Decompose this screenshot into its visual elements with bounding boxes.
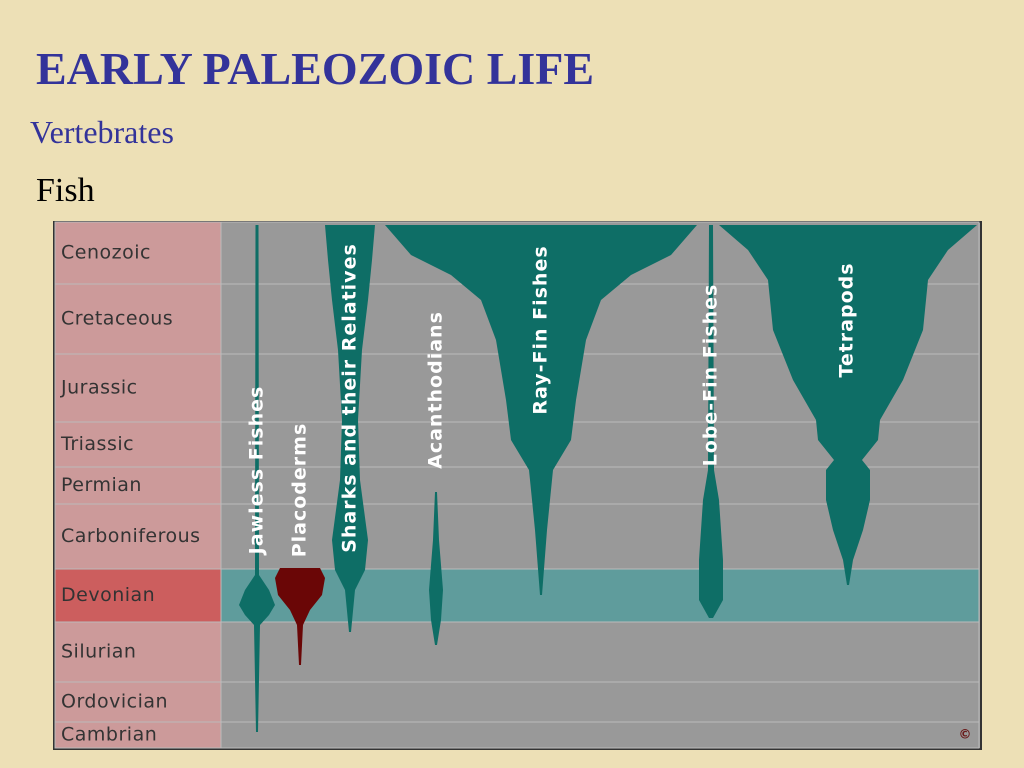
group-label: Sharks and their Relatives (339, 243, 361, 553)
period-label: Permian (61, 474, 142, 496)
copyright: © (959, 728, 972, 743)
period-band (220, 621, 980, 683)
group-label: Tetrapods (836, 262, 858, 377)
group-label: Placoderms (289, 423, 311, 558)
period-band (220, 568, 980, 623)
spindle (385, 225, 697, 595)
period-cell (54, 621, 222, 683)
spindle (429, 492, 443, 645)
period-band (220, 721, 980, 749)
group-label: Acanthodians (425, 311, 447, 469)
period-label: Silurian (61, 641, 136, 663)
period-cell (54, 353, 222, 423)
title: EARLY PALEOZOIC LIFE (36, 43, 595, 94)
period-label: Triassic (60, 433, 134, 455)
period-label: Ordovician (61, 691, 168, 713)
period-label: Cambrian (61, 724, 157, 746)
period-label: Devonian (61, 584, 155, 606)
period-band (220, 681, 980, 723)
spindle (719, 225, 977, 585)
spindle (239, 225, 275, 732)
period-label: Cretaceous (61, 308, 173, 330)
group-label: Lobe-Fin Fishes (700, 284, 722, 467)
period-cell (54, 568, 222, 623)
spindle (325, 225, 375, 632)
heading: Fish (36, 172, 95, 209)
period-cell (54, 681, 222, 723)
group-label: Jawless Fishes (246, 386, 268, 557)
period-label: Cenozoic (61, 242, 151, 264)
group-label: Ray-Fin Fishes (530, 245, 552, 414)
period-cell (54, 721, 222, 749)
period-label: Jurassic (60, 377, 138, 399)
period-label: Carboniferous (61, 525, 201, 547)
spindle (699, 225, 723, 618)
spindle (275, 568, 325, 665)
period-cell (54, 421, 222, 468)
period-cell (54, 466, 222, 505)
subtitle: Vertebrates (30, 114, 174, 150)
